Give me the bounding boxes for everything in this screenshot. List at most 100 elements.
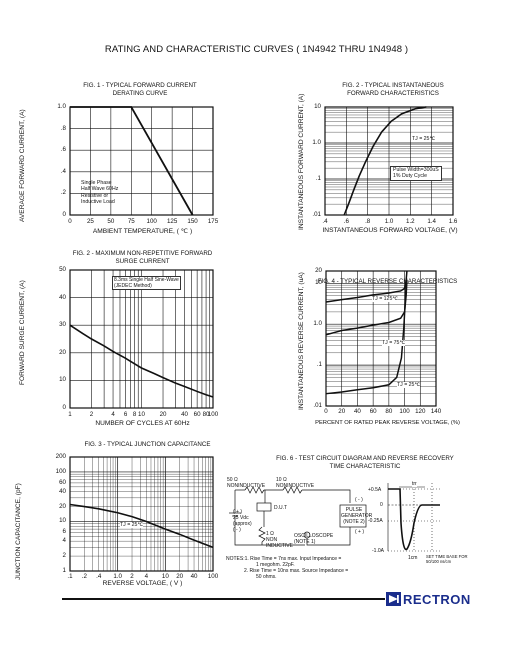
fig5-ytick: 6 <box>62 528 66 536</box>
fig4-ytick: 10 <box>315 279 322 287</box>
fig1-ytick: .6 <box>60 146 66 154</box>
fig5-ytick: 2 <box>62 552 66 560</box>
fig1-title: FIG. 1 - TYPICAL FORWARD CURRENT DERATIN… <box>60 82 220 98</box>
fig3-ytick: 40 <box>59 293 66 301</box>
fig4-label-125: TJ = 125℃ <box>372 296 399 303</box>
fig6-wave-label: +0.5A <box>368 487 382 493</box>
fig3-xtick: 40 <box>181 411 188 418</box>
fig3-xtick: 20 <box>159 411 167 418</box>
fig3-xtick: 1 <box>68 411 72 418</box>
fig6-set-time: SET TIME BASE FOR 50/100 ns/cm <box>426 554 468 564</box>
fig4-xtick: 0 <box>324 408 328 415</box>
fig4-ytick: .1 <box>316 361 322 369</box>
fig6-pulse-line: (NOTE 2) <box>343 519 365 525</box>
fig5-xtick: .4 <box>96 573 102 580</box>
fig4-xtick: 80 <box>385 408 393 415</box>
fig1-title-line2: DERATING CURVE <box>112 90 168 97</box>
fig6-note-line: NOTES:1. Rise Time = 7ns max. Input Impe… <box>226 556 342 562</box>
fig3-xtick: 60 <box>193 411 201 418</box>
fig2-xtick: 1.2 <box>406 218 415 225</box>
fig2-tj: TJ = 25℃ <box>412 136 436 142</box>
plot-frame <box>69 456 214 572</box>
rectron-logo-icon <box>386 592 401 606</box>
fig5-ytick: 1 <box>62 567 66 574</box>
fig5-xtick: 10 <box>161 573 169 580</box>
fig1-xtick: 125 <box>166 218 178 225</box>
fig6-r2-type: NONINDUCTIVE <box>276 483 315 489</box>
fig3-xlabel: NUMBER OF CYCLES AT 60Hz <box>95 420 190 427</box>
fig1-xtick: 175 <box>207 218 219 225</box>
fig1-ytick: .4 <box>60 167 66 175</box>
fig6-note-line: 1 megohm. 22pF. <box>256 562 295 568</box>
fig5-ylabel: JUNCTION CAPACITANCE, (pF) <box>15 483 22 580</box>
fig6-r3-label: 1 Ω NON INDUCTIVE <box>266 531 293 549</box>
fig5-xlabel: REVERSE VOLTAGE, ( V ) <box>102 580 183 587</box>
fig3-xtick: 2 <box>89 411 94 418</box>
fig6-circuit <box>229 486 367 546</box>
fig3-ylabel: FORWARD SURGE CURRENT, (A) <box>19 280 26 385</box>
fig3-ytick: 0 <box>62 404 66 411</box>
fig2-xlabel: INSTANTANEOUS FORWARD VOLTAGE, (V) <box>322 227 458 234</box>
fig2-xtick: .8 <box>365 218 371 225</box>
fig1-ytick: .2 <box>60 189 66 197</box>
fig6-wave-label: 0 <box>380 502 383 508</box>
fig6-r3-line: INDUCTIVE <box>266 543 293 549</box>
fig2-xtick: 1.4 <box>427 218 436 225</box>
fig6-wave-label: -1.0A <box>372 548 384 554</box>
fig1-note: Single Phase Half Wave 60Hz Resistive or… <box>81 180 118 206</box>
fig4-ytick: 1.0 <box>313 320 322 328</box>
fig6-title: FIG. 6 - TEST CIRCUIT DIAGRAM AND REVERS… <box>255 455 475 471</box>
fig3-ytick: 50 <box>59 266 66 273</box>
fig4-xtick: 60 <box>369 408 377 415</box>
fig4-xtick: 20 <box>338 408 346 415</box>
fig6-set-time-line: 50/100 ns/cm <box>426 559 452 564</box>
fig1-note-line: Single Phase <box>81 180 112 186</box>
fig2-title-line1: FIG. 2 - TYPICAL INSTANTANEOUS <box>342 82 444 89</box>
fig5-tj: TJ = 25℃ <box>120 522 144 529</box>
fig2-title: FIG. 2 - TYPICAL INSTANTANEOUS FORWARD C… <box>318 82 468 98</box>
fig6-note-line: 2. Rise Time = 10ns max. Source Impedanc… <box>244 568 349 574</box>
fig6-r1-value: 50 Ω <box>227 477 238 483</box>
fig6-waveform <box>387 483 440 552</box>
fig1-ylabel: AVERAGE FORWARD CURRENT, (A) <box>19 109 26 222</box>
fig4-label-75: TJ = 75℃ <box>382 340 406 347</box>
reverse-curve-25c <box>325 283 407 395</box>
fig3-xtick: 6 <box>123 411 128 418</box>
fig5-ytick: 10 <box>59 517 66 525</box>
plot-frame <box>324 106 454 216</box>
fig5-xtick: 4 <box>144 573 149 580</box>
fig5-xtick: .1 <box>67 573 73 580</box>
fig6-scope-line: OSCILLOSCOPE <box>294 533 334 539</box>
fig6-pulse-plus: ( + ) <box>355 529 365 535</box>
fig4-ylabel: INSTANTANEOUS REVERSE CURRENT, (uA) <box>298 272 305 410</box>
fig6-wave-label: -0.25A <box>368 518 383 524</box>
fig4-ytick: .01 <box>313 402 322 409</box>
fig3-ytick: 10 <box>59 376 66 384</box>
fig5-title: FIG. 3 - TYPICAL JUNCTION CAPACITANCE <box>84 441 211 448</box>
dut-box <box>256 502 272 512</box>
fig1-ytick: .8 <box>60 124 66 132</box>
fig4-xtick: 120 <box>415 408 426 415</box>
fig4-xtick: 40 <box>353 408 361 415</box>
fig6-title-line1: FIG. 6 - TEST CIRCUIT DIAGRAM AND REVERS… <box>276 455 454 462</box>
fig2-plot <box>324 106 454 216</box>
fig5-plot <box>69 456 214 572</box>
circuit-wire <box>302 489 351 503</box>
fig3-plot <box>69 269 214 409</box>
fig3-ytick: 30 <box>59 321 66 329</box>
forward-characteristic-curve <box>343 106 427 216</box>
fig2-ytick: .1 <box>315 175 321 182</box>
fig5-xtick: 20 <box>176 573 184 580</box>
fig1-ytick: 1.0 <box>57 103 66 110</box>
brand-logo: RECTRON <box>385 590 490 608</box>
fig6-vdc-label: ( + ) 25 Vdc (approx) ( - ) <box>233 509 252 533</box>
fig6-scope-line: (NOTE 1) <box>294 539 316 545</box>
fig5-xtick: 40 <box>190 573 198 580</box>
fig6-scope-label: OSCILLOSCOPE (NOTE 1) <box>294 533 333 545</box>
fig6-r3-line: NON <box>266 537 278 543</box>
fig2-ytick: 1.0 <box>312 139 321 146</box>
fig5-ytick: 100 <box>55 467 66 475</box>
resistor-50-ohm <box>244 486 265 494</box>
fig4-xtick: 100 <box>399 408 410 415</box>
fig6-note-line: 50 ohms. <box>256 574 277 580</box>
